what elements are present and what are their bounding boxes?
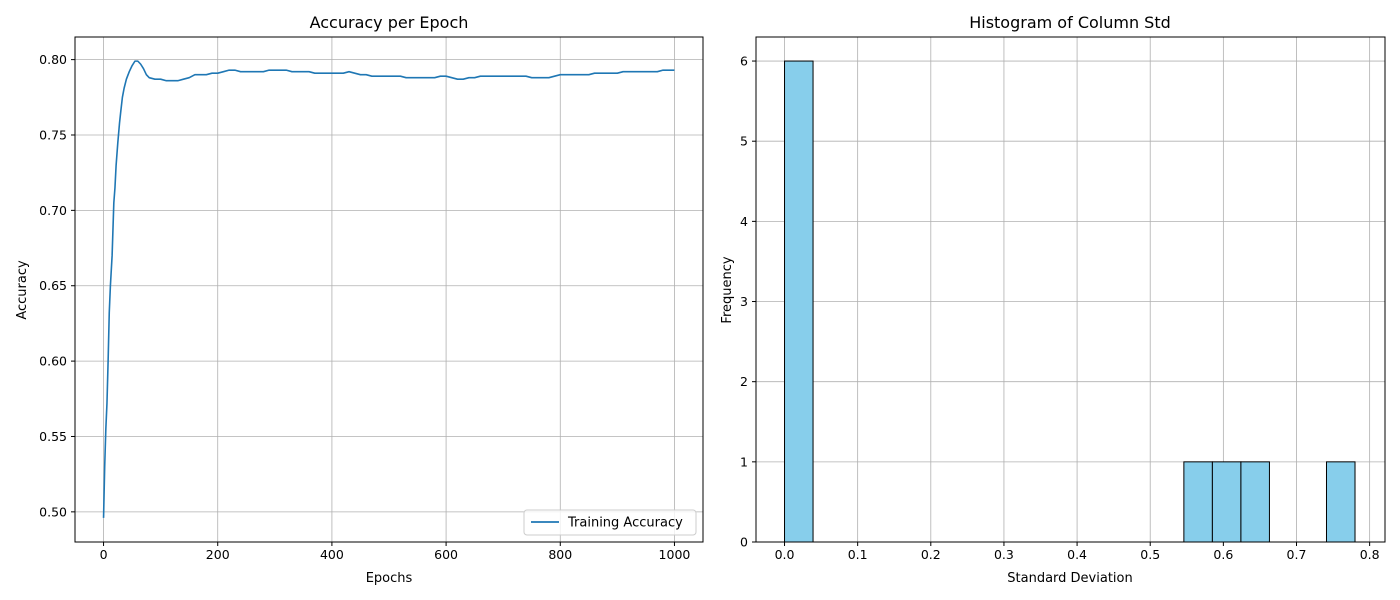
accuracy-x-tick-label-1000: 1000 [659, 547, 691, 562]
legend-label-training-accuracy: Training Accuracy [567, 516, 683, 531]
accuracy-x-tick-label-400: 400 [320, 547, 344, 562]
histogram-y-tick-label-6: 6 [740, 54, 748, 69]
histogram-x-tick-label-0-8: 0.8 [1360, 547, 1380, 562]
accuracy-y-tick-label-0-60: 0.60 [39, 354, 67, 369]
accuracy-y-axis-label: Accuracy [15, 260, 30, 320]
histogram-y-tick-label-5: 5 [740, 134, 748, 149]
histogram-bar-14 [1183, 461, 1213, 543]
histogram-y-tick-label-2: 2 [740, 374, 748, 389]
histogram-plot-frame [755, 36, 1386, 543]
histogram-y-tick-label-4: 4 [740, 214, 748, 229]
histogram-y-tick-label-3: 3 [740, 294, 748, 309]
histogram-x-tick-label-0-1: 0.1 [848, 547, 868, 562]
legend-box [523, 509, 697, 536]
accuracy-chart-title: Accuracy per Epoch [310, 13, 469, 32]
accuracy-series [102, 60, 675, 518]
accuracy-legend: Training Accuracy [523, 509, 697, 536]
histogram-x-axis-label: Standard Deviation [1007, 571, 1132, 586]
histogram-y-tick-label-1: 1 [740, 454, 748, 469]
accuracy-y-tick-label-0-75: 0.75 [39, 127, 67, 142]
accuracy-x-tick-label-600: 600 [434, 547, 458, 562]
accuracy-plot-frame [74, 36, 704, 543]
histogram-bar-0 [784, 60, 814, 543]
histogram-bar-19 [1325, 461, 1356, 543]
accuracy-y-tick-label-0-55: 0.55 [39, 429, 67, 444]
accuracy-x-tick-label-0: 0 [100, 547, 108, 562]
histogram-x-tick-label-0-7: 0.7 [1287, 547, 1307, 562]
histogram-x-tick-label-0-5: 0.5 [1140, 547, 1160, 562]
accuracy-chart: Accuracy per Epoch Epochs Accuracy 0 200 4… [15, 13, 704, 586]
accuracy-x-tick-label-800: 800 [548, 547, 572, 562]
histogram-chart: Histogram of Column Std Standard Deviati… [720, 13, 1386, 586]
histogram-y-tick-label-0: 0 [740, 535, 748, 550]
training-accuracy-line [102, 60, 675, 518]
histogram-y-axis-label: Frequency [720, 256, 735, 323]
histogram-x-tick-label-0-4: 0.4 [1067, 547, 1087, 562]
histogram-x-tick-label-0-6: 0.6 [1213, 547, 1233, 562]
histogram-x-tick-label-0-2: 0.2 [921, 547, 941, 562]
accuracy-x-tick-label-200: 200 [206, 547, 230, 562]
histogram-x-tick-label-0-0: 0.0 [775, 547, 795, 562]
accuracy-x-axis-label: Epochs [366, 571, 413, 586]
histogram-bar-15 [1211, 461, 1242, 543]
accuracy-y-tick-label-0-65: 0.65 [39, 278, 67, 293]
histogram-x-tick-label-0-3: 0.3 [994, 547, 1014, 562]
histogram-ticks: 0.0 0.1 0.2 0.3 0.4 0.5 0.6 0.7 0.8 0 1 2 3 4 5 6 [740, 54, 1380, 562]
accuracy-y-tick-label-0-80: 0.80 [39, 52, 67, 67]
accuracy-y-tick-label-0-50: 0.50 [39, 504, 67, 519]
accuracy-ticks: 0 200 400 600 800 1000 0.50 0.55 0.60 0.65 0.70 0.7… [39, 52, 690, 562]
accuracy-grid [75, 37, 703, 542]
histogram-bar-16 [1240, 461, 1270, 543]
histogram-chart-title: Histogram of Column Std [969, 13, 1171, 32]
accuracy-y-tick-label-0-70: 0.70 [39, 203, 67, 218]
